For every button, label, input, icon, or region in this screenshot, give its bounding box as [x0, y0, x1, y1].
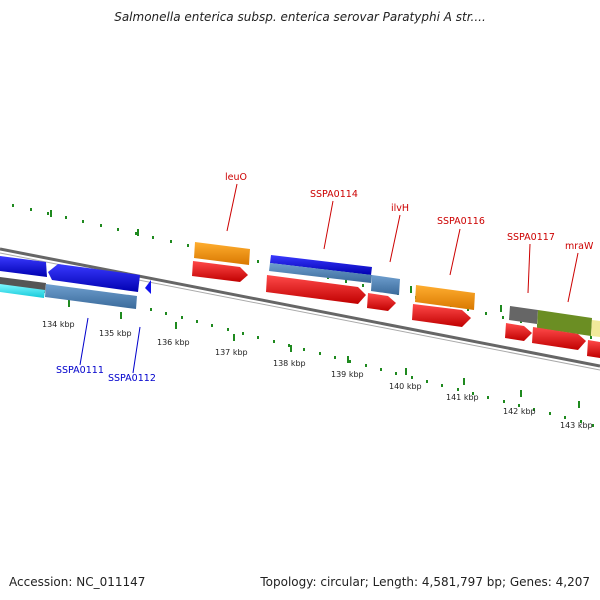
gene-feature-steel-ssp0114[interactable]	[269, 263, 372, 283]
gene-feature-yellow[interactable]	[591, 320, 600, 337]
gene-feature-blue[interactable]	[0, 256, 47, 277]
ruler-label: 137 kbp	[215, 348, 248, 357]
ruler-label: 136 kbp	[157, 338, 190, 347]
gene-feature-mraW[interactable]	[537, 310, 592, 336]
gene-feature-red[interactable]	[192, 261, 248, 282]
feature-group-middle	[192, 242, 400, 311]
inner-tick-ruler	[68, 300, 594, 427]
gene-feature-red-long[interactable]	[266, 275, 366, 304]
ruler-label: 141 kbp	[446, 393, 479, 402]
gene-label-ssp0112: SSPA0112	[108, 373, 156, 384]
ruler-label: 134 kbp	[42, 320, 75, 329]
gene-label-ssp0117: SSPA0117	[507, 232, 555, 243]
topology-summary: Topology: circular; Length: 4,581,797 bp…	[260, 575, 590, 589]
gene-feature-red-short[interactable]	[367, 293, 396, 311]
ruler-label: 138 kbp	[273, 359, 306, 368]
feature-group-right	[412, 285, 600, 358]
accession-text: Accession: NC_011147	[9, 575, 146, 589]
ruler-label: 143 kbp	[560, 421, 593, 430]
gene-label-ssp0114: SSPA0114	[310, 189, 358, 200]
ruler-label: 139 kbp	[331, 370, 364, 379]
feature-group-left	[0, 256, 151, 309]
gene-label-ssp0116: SSPA0116	[437, 216, 485, 227]
ruler-label: 142 kbp	[503, 407, 536, 416]
gene-feature-cyan[interactable]	[0, 284, 45, 298]
gene-label-ilvH: ilvH	[391, 203, 409, 214]
gene-feature-ilvH-steel[interactable]	[371, 275, 400, 295]
gene-feature-ssp0116[interactable]	[415, 285, 475, 310]
map-title: Salmonella enterica subsp. enterica sero…	[114, 10, 486, 24]
gene-feature-red-edge[interactable]	[587, 340, 600, 358]
label-leaders	[79, 183, 579, 374]
gene-feature-small-blue[interactable]	[145, 280, 151, 294]
gene-feature-ssp0112[interactable]	[48, 264, 140, 292]
ruler-label: 135 kbp	[99, 329, 132, 338]
gene-feature-leuO[interactable]	[194, 242, 250, 265]
ruler-label: 140 kbp	[389, 382, 422, 391]
gene-feature-ssp0117[interactable]	[509, 306, 538, 324]
gene-feature-steel[interactable]	[45, 284, 137, 309]
gene-feature-red-small[interactable]	[505, 323, 532, 341]
gene-feature-blue-ssp0114[interactable]	[270, 255, 372, 275]
gene-feature-red-right2[interactable]	[532, 327, 586, 350]
gene-label-ssp0111: SSPA0111	[56, 365, 104, 376]
gene-feature-red-right[interactable]	[412, 304, 471, 327]
gene-label-mraW: mraW	[565, 241, 594, 252]
gene-label-leuO: leuO	[225, 172, 247, 183]
